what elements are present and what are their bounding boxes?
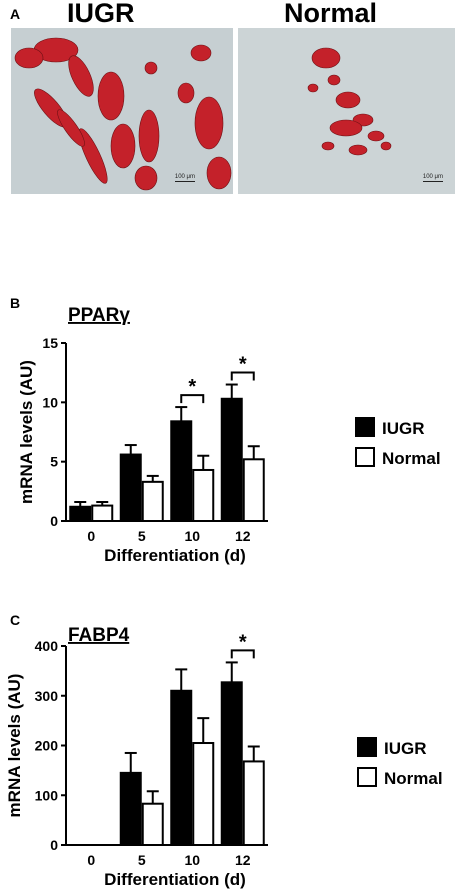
y-tick-label: 100 [35, 787, 59, 803]
legend-label-normal: Normal [382, 449, 441, 468]
x-axis-label: Differentiation (d) [104, 870, 246, 889]
bar-normal-12 [242, 458, 265, 522]
bar-normal-10 [192, 742, 215, 846]
bar-normal-0 [91, 504, 114, 522]
y-axis-label: mRNA levels (AU) [17, 360, 36, 504]
bar-normal-12 [242, 760, 265, 846]
micrograph-iugr-image [11, 28, 233, 194]
legend-swatch-iugr [357, 737, 377, 757]
x-tick-label: 10 [184, 528, 200, 544]
bar-iugr-12 [220, 681, 243, 846]
bar-normal-5 [141, 802, 164, 847]
y-tick-label: 15 [42, 335, 58, 351]
legend-swatch-normal [355, 447, 375, 467]
bar-normal-10 [192, 468, 215, 522]
x-axis-label: Differentiation (d) [104, 546, 246, 565]
significance-bracket [230, 371, 255, 381]
bar-iugr-0 [69, 505, 92, 522]
y-tick-label: 0 [50, 837, 58, 853]
chart-title: FABP4 [68, 625, 130, 646]
bar-iugr-5 [119, 453, 142, 522]
micrograph-title-iugr: IUGR [67, 0, 135, 28]
bar-iugr-10 [170, 420, 193, 523]
y-tick-label: 300 [35, 688, 59, 704]
x-tick-label: 12 [235, 528, 251, 544]
legend-label-iugr: IUGR [384, 739, 427, 758]
y-tick-label: 5 [50, 454, 58, 470]
legend-label-normal: Normal [384, 769, 443, 788]
significance-star: * [239, 631, 247, 653]
y-tick-label: 400 [35, 638, 59, 654]
x-tick-label: 0 [87, 852, 95, 868]
legend-swatch-normal [357, 767, 377, 787]
micrograph-title-normal: Normal [284, 0, 378, 28]
scale-bar-iugr: 100 μm [174, 174, 195, 182]
x-tick-label: 5 [138, 528, 146, 544]
panel-letter-c: C [10, 612, 21, 628]
panel-letter-b: B [10, 295, 21, 311]
micrograph-normal: 100 μm [238, 28, 455, 194]
scale-bar-normal: 100 μm [422, 174, 443, 182]
y-tick-label: 10 [42, 394, 58, 410]
x-tick-label: 5 [138, 852, 146, 868]
significance-star: * [188, 376, 196, 398]
legend-label-iugr: IUGR [382, 419, 425, 438]
chart-fabp4: FABP4 0 100 200 300 400 mRNA levels (AU) 0 5 10 12… [5, 625, 443, 889]
x-tick-label: 10 [184, 852, 200, 868]
significance-bracket [230, 649, 255, 659]
y-axis-label: mRNA levels (AU) [5, 674, 24, 818]
bar-normal-5 [141, 480, 164, 522]
x-tick-label: 0 [87, 528, 95, 544]
y-tick-label: 0 [50, 513, 58, 529]
chart-pparg: PPARγ 0 5 10 15 mRNA levels (AU) 0 5 10 12 Differe… [17, 305, 441, 565]
bar-iugr-12 [220, 397, 243, 522]
significance-bracket [180, 394, 205, 404]
significance-star: * [239, 354, 247, 376]
legend-swatch-iugr [355, 417, 375, 437]
x-tick-label: 12 [235, 852, 251, 868]
micrograph-normal-image [238, 28, 455, 194]
bar-iugr-5 [119, 771, 142, 846]
y-tick-label: 200 [35, 738, 59, 754]
bar-iugr-10 [170, 689, 193, 847]
chart-title: PPARγ [68, 305, 130, 326]
panel-letter-a: A [10, 6, 21, 22]
micrograph-iugr: 100 μm [11, 28, 233, 194]
